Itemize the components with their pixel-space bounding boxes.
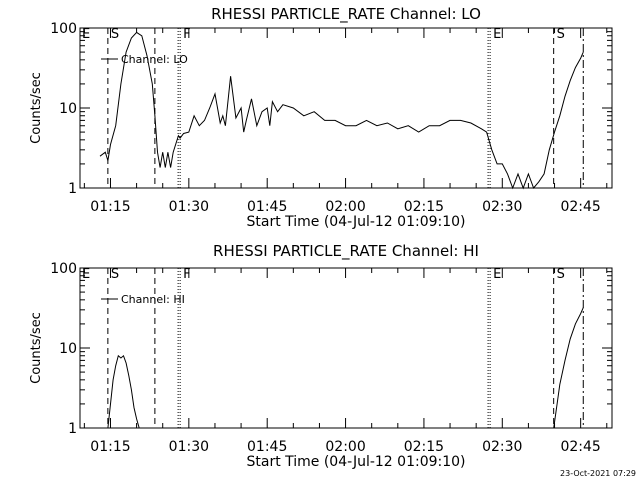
event-marker-label: F xyxy=(183,27,190,42)
x-tick-label: 02:45 xyxy=(560,439,600,455)
y-tick-label: 10 xyxy=(59,101,77,117)
chart-title: RHESSI PARTICLE_RATE Channel: HI xyxy=(213,242,479,261)
event-marker-label: S xyxy=(111,27,119,42)
lo-channel-panel: RHESSI PARTICLE_RATE Channel: LO 1 10 100 01… xyxy=(29,5,613,230)
x-tick-label: 02:45 xyxy=(560,199,600,215)
event-marker-label: E xyxy=(82,27,90,42)
x-tick-label: 01:30 xyxy=(169,199,209,215)
legend-label: Channel: LO xyxy=(121,53,188,66)
event-marker-label: E xyxy=(82,267,90,282)
x-axis-label: Start Time (04-Jul-12 01:09:10) xyxy=(246,214,465,230)
generation-date: 23-Oct-2021 07:29 xyxy=(560,469,636,478)
x-tick-label: 02:15 xyxy=(404,199,444,215)
hi-channel-panel: RHESSI PARTICLE_RATE Channel: HI 1 10 100 01… xyxy=(29,242,613,470)
x-tick-label: 01:15 xyxy=(90,439,130,455)
x-tick-label: 01:45 xyxy=(247,439,287,455)
x-tick-label: 02:00 xyxy=(325,439,365,455)
x-tick-label: 02:15 xyxy=(404,439,444,455)
y-tick-label: 1 xyxy=(68,421,77,437)
event-marker-label: S xyxy=(557,267,565,282)
x-tick-label: 01:15 xyxy=(90,199,130,215)
x-axis-label: Start Time (04-Jul-12 01:09:10) xyxy=(246,454,465,470)
chart-title: RHESSI PARTICLE_RATE Channel: LO xyxy=(211,5,481,24)
y-axis-label: Counts/sec xyxy=(29,72,44,144)
y-axis-label: Counts/sec xyxy=(29,312,44,384)
event-marker-label: S xyxy=(111,267,119,282)
y-tick-label: 100 xyxy=(50,261,77,277)
y-tick-label: 1 xyxy=(68,181,77,197)
x-tick-label: 02:00 xyxy=(325,199,365,215)
series-line xyxy=(99,31,584,190)
y-tick-label: 10 xyxy=(59,341,77,357)
legend-label: Channel: HI xyxy=(121,293,185,306)
event-marker-label: F xyxy=(183,267,190,282)
plot-frame xyxy=(79,267,613,429)
x-tick-label: 01:45 xyxy=(247,199,287,215)
event-marker-label: S xyxy=(557,27,565,42)
event-marker-label: E xyxy=(493,27,501,42)
event-marker-label: E xyxy=(493,267,501,282)
x-tick-label: 02:30 xyxy=(482,439,522,455)
x-tick-label: 01:30 xyxy=(169,439,209,455)
x-tick-label: 02:30 xyxy=(482,199,522,215)
y-tick-label: 100 xyxy=(50,21,77,37)
series-line xyxy=(107,307,584,429)
